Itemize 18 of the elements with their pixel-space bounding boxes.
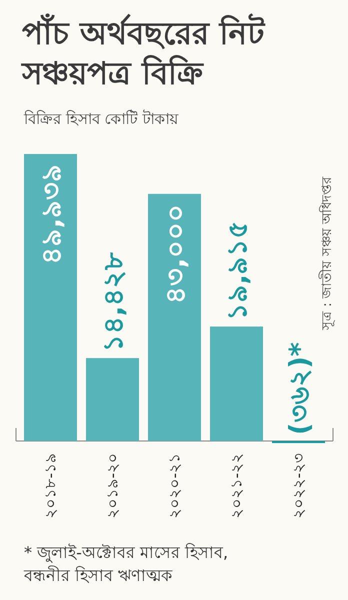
- x-tick-label: ২০১৮-১৯: [42, 453, 60, 518]
- data-label: (৩৬২)*: [284, 342, 316, 435]
- bar: [24, 154, 77, 441]
- x-tick-label: ২০১৯-২০: [104, 453, 122, 518]
- x-tick-label: ২০২২-২৩: [290, 453, 308, 518]
- data-label: ১৪,৪২৮: [98, 252, 130, 352]
- data-label: ৪৩,০০০: [160, 204, 192, 304]
- x-tick-label: ২০২০-২১: [166, 453, 184, 518]
- chart-subtitle: বিক্রির হিসাব কোটি টাকায়: [23, 110, 180, 128]
- text: * জুলাই-অক্টোবর মাসের হিসাব, বন্ধনীর হিসাব ঋণাত্মক: [23, 543, 228, 585]
- data-label: ৪৯,৯৩৯: [36, 164, 68, 264]
- data-label: ১৯,৯১৫: [222, 220, 254, 321]
- bar: [148, 194, 201, 441]
- chart-title: পাঁচ অর্থবছরের নিট সঞ্চয়পত্র বিক্রি: [21, 13, 266, 92]
- bar: [86, 358, 139, 441]
- x-tick-label: ২০২১-২২: [228, 453, 246, 518]
- bar: [210, 326, 263, 441]
- annotation: সূত্র : জাতীয় সঞ্চয় অধিদপ্তর: [319, 176, 335, 331]
